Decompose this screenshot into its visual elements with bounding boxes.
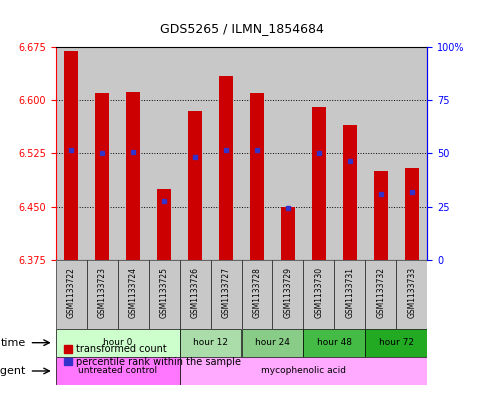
Bar: [366, 47, 397, 260]
Bar: [219, 75, 233, 260]
Bar: [343, 125, 357, 260]
Text: mycophenolic acid: mycophenolic acid: [261, 367, 346, 375]
Bar: [312, 107, 326, 260]
Bar: [180, 329, 242, 357]
Bar: [397, 260, 427, 329]
Bar: [250, 93, 264, 260]
Bar: [117, 47, 149, 260]
Text: GSM1133725: GSM1133725: [159, 267, 169, 318]
Bar: [405, 168, 419, 260]
Bar: [242, 260, 272, 329]
Bar: [242, 47, 272, 260]
Bar: [303, 260, 334, 329]
Text: GSM1133731: GSM1133731: [345, 267, 355, 318]
Bar: [126, 92, 140, 260]
Text: untreated control: untreated control: [78, 367, 157, 375]
Bar: [366, 260, 397, 329]
Text: GDS5265 / ILMN_1854684: GDS5265 / ILMN_1854684: [159, 22, 324, 35]
Bar: [157, 189, 171, 260]
Bar: [180, 47, 211, 260]
Text: agent: agent: [0, 366, 26, 376]
Bar: [64, 51, 78, 260]
Bar: [56, 329, 180, 357]
Text: hour 72: hour 72: [379, 338, 414, 347]
Bar: [86, 47, 117, 260]
Legend: transformed count, percentile rank within the sample: transformed count, percentile rank withi…: [60, 340, 245, 371]
Text: GSM1133729: GSM1133729: [284, 267, 293, 318]
Bar: [149, 260, 180, 329]
Bar: [272, 260, 303, 329]
Bar: [242, 329, 303, 357]
Bar: [56, 47, 86, 260]
Bar: [117, 260, 149, 329]
Text: GSM1133732: GSM1133732: [376, 267, 385, 318]
Bar: [211, 47, 242, 260]
Bar: [56, 357, 180, 385]
Text: GSM1133728: GSM1133728: [253, 267, 261, 318]
Bar: [180, 357, 427, 385]
Bar: [272, 47, 303, 260]
Bar: [366, 329, 427, 357]
Text: hour 0: hour 0: [103, 338, 132, 347]
Bar: [281, 207, 295, 260]
Text: GSM1133733: GSM1133733: [408, 267, 416, 318]
Bar: [211, 260, 242, 329]
Text: GSM1133726: GSM1133726: [190, 267, 199, 318]
Bar: [303, 47, 334, 260]
Text: GSM1133722: GSM1133722: [67, 267, 75, 318]
Text: hour 48: hour 48: [317, 338, 352, 347]
Text: hour 12: hour 12: [193, 338, 228, 347]
Text: time: time: [0, 338, 26, 348]
Bar: [149, 47, 180, 260]
Text: GSM1133730: GSM1133730: [314, 267, 324, 318]
Bar: [374, 171, 388, 260]
Text: GSM1133723: GSM1133723: [98, 267, 107, 318]
Bar: [95, 93, 109, 260]
Bar: [86, 260, 117, 329]
Bar: [334, 47, 366, 260]
Bar: [397, 47, 427, 260]
Bar: [188, 111, 202, 260]
Text: GSM1133727: GSM1133727: [222, 267, 230, 318]
Text: GSM1133724: GSM1133724: [128, 267, 138, 318]
Bar: [180, 260, 211, 329]
Bar: [56, 260, 86, 329]
Text: hour 24: hour 24: [255, 338, 290, 347]
Bar: [303, 329, 366, 357]
Bar: [334, 260, 366, 329]
